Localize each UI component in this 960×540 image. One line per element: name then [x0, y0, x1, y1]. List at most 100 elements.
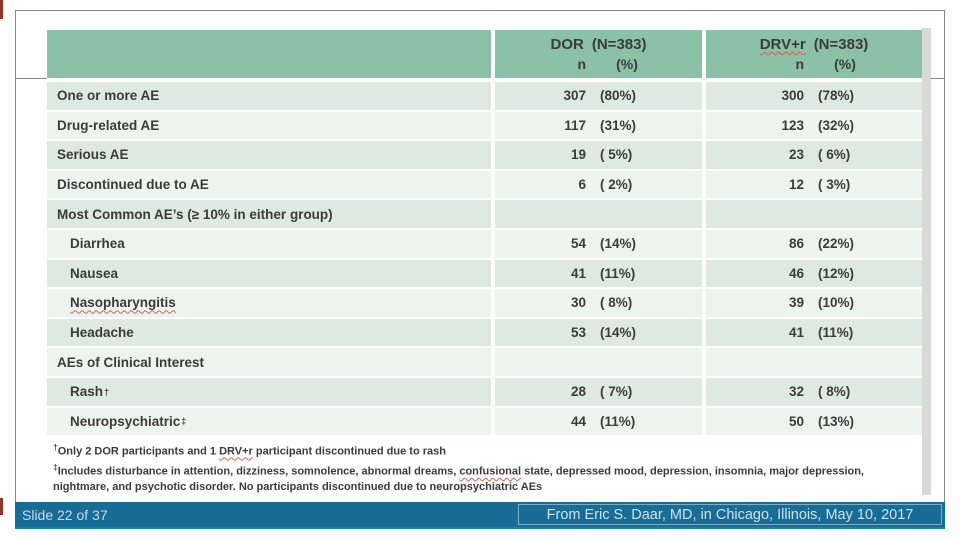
- dor-n-value: 53: [570, 325, 586, 341]
- dor-pct-value: (80%): [600, 88, 637, 104]
- slide-counter: Slide 22 of 37: [22, 506, 108, 523]
- dor-cell: 28 ( 7%): [491, 377, 702, 406]
- drv-cell: 123 (32%): [702, 111, 922, 140]
- row-label-text: One or more AE: [57, 88, 160, 104]
- table-row-nasopharyngitis: Nasopharyngitis 30 ( 8%) 39 (10%): [47, 289, 922, 319]
- dor-cell: 117 (31%): [491, 111, 702, 140]
- drv-cell: 41 (11%): [702, 318, 922, 347]
- dor-pct-value: (11%): [600, 265, 636, 281]
- dor-cell: 30 ( 8%): [491, 289, 702, 317]
- section-label: Most Common AE’s (≥ 10% in either group): [47, 200, 491, 228]
- drv-cell: 50 (13%): [702, 407, 922, 436]
- dor-n-count: (N=383): [591, 36, 647, 53]
- row-label-text: Nasopharyngitis: [70, 295, 176, 311]
- dor-cell: 19 ( 5%): [491, 141, 702, 169]
- row-label-text: Rash: [70, 384, 104, 400]
- header-drv-title: DRV+r (N=383): [706, 35, 922, 55]
- drv-cell: 86 (22%): [702, 229, 922, 258]
- drv-pct-value: (13%): [818, 413, 855, 429]
- header-dor-group: DOR (N=383) n (%): [491, 30, 702, 78]
- dor-n-value: 30: [570, 295, 586, 311]
- drv-cell: [702, 348, 922, 376]
- row-label: Discontinued due to AE: [47, 171, 491, 199]
- drv-n-value: 32: [788, 384, 804, 400]
- dagger-footnote-marker: †: [104, 386, 110, 397]
- row-label: Serious AE: [47, 141, 491, 169]
- header-dor-subrow: n (%): [495, 55, 702, 73]
- header-empty-cell: [47, 30, 491, 78]
- footnote-rash: †Only 2 DOR participants and 1 DRV+r par…: [53, 442, 446, 458]
- row-label: Nasopharyngitis: [47, 289, 491, 317]
- dor-pct-value: (14%): [600, 236, 637, 252]
- left-edge-artifact: [0, 0, 3, 19]
- table-row-diarrhea: Diarrhea 54 (14%) 86 (22%): [47, 229, 922, 260]
- dor-cell: 53 (14%): [491, 318, 702, 347]
- dor-pct-value: (11%): [600, 413, 636, 429]
- drv-pct-value: ( 3%): [818, 177, 851, 193]
- drv-cell: 46 (12%): [702, 259, 922, 288]
- drv-cell: 12 ( 3%): [702, 170, 922, 199]
- dor-n-value: 44: [570, 413, 586, 429]
- table-row-one-or-more-ae: One or more AE 307 (80%) 300 (78%): [47, 82, 922, 112]
- table-row-headache: Headache 53 (14%) 41 (11%): [47, 318, 922, 349]
- drv-pct-value: (78%): [818, 88, 855, 104]
- dor-pct-value: (14%): [600, 325, 637, 341]
- double-dagger-symbol: ‡: [53, 462, 58, 473]
- dor-n-value: 6: [578, 177, 586, 193]
- dor-cell: 307 (80%): [491, 82, 702, 110]
- drv-cell: 32 ( 8%): [702, 377, 922, 406]
- dagger-symbol: †: [53, 442, 58, 452]
- section-label: AEs of Clinical Interest: [47, 348, 491, 376]
- drv-sub-n: n: [795, 56, 804, 72]
- dor-n-value: 117: [564, 117, 586, 133]
- row-label: Rash †: [47, 378, 491, 406]
- drv-n-value: 123: [781, 117, 804, 133]
- drv-n-count: (N=383): [813, 36, 869, 53]
- drv-cell: 23 ( 6%): [702, 141, 922, 169]
- dor-pct-value: ( 7%): [600, 384, 633, 400]
- slide-frame: [15, 10, 945, 529]
- drv-n-value: 46: [788, 265, 804, 281]
- row-label-text: Discontinued due to AE: [57, 177, 209, 193]
- drv-cell: 300 (78%): [702, 82, 922, 110]
- row-label-text: Diarrhea: [70, 236, 125, 252]
- dor-n-value: 19: [570, 147, 586, 163]
- left-edge-artifact: [0, 498, 3, 515]
- dor-cell: 41 (11%): [491, 259, 702, 288]
- table-section-most-common-aes: Most Common AE’s (≥ 10% in either group): [47, 200, 922, 230]
- table-row-discontinued: Discontinued due to AE 6 ( 2%) 12 ( 3%): [47, 170, 922, 201]
- drv-pct-value: (22%): [818, 236, 855, 252]
- header-drv-subrow: n (%): [706, 55, 922, 73]
- row-label: Drug-related AE: [47, 112, 491, 140]
- drv-pct-value: (10%): [818, 295, 855, 311]
- dor-name: DOR: [550, 36, 584, 53]
- table-row-rash: Rash † 28 ( 7%) 32 ( 8%): [47, 377, 922, 408]
- dor-pct-value: (31%): [600, 117, 637, 133]
- dor-pct-value: ( 2%): [600, 177, 633, 193]
- drv-pct-value: (11%): [818, 325, 854, 341]
- section-label-text: AEs of Clinical Interest: [57, 354, 205, 370]
- row-label: One or more AE: [47, 82, 491, 110]
- drv-cell: [702, 200, 922, 228]
- row-label-text: Drug-related AE: [57, 117, 160, 133]
- dor-cell: [491, 348, 702, 376]
- attribution-text: From Eric S. Daar, MD, in Chicago, Illin…: [546, 506, 914, 523]
- dor-sub-pct: (%): [616, 56, 638, 72]
- footnotes: †Only 2 DOR participants and 1 DRV+r par…: [53, 440, 919, 496]
- drv-n-value: 23: [788, 147, 804, 163]
- row-label: Headache: [47, 319, 491, 347]
- drv-n-value: 300: [781, 88, 804, 104]
- row-label-text: Headache: [70, 325, 134, 341]
- drv-name: DRV+r: [759, 36, 806, 53]
- drv-n-value: 86: [788, 236, 804, 252]
- dor-cell: 44 (11%): [491, 407, 702, 436]
- dor-cell: 54 (14%): [491, 229, 702, 258]
- row-label: Neuropsychiatric ‡: [47, 408, 491, 436]
- dor-cell: [491, 200, 702, 228]
- dor-n-value: 28: [570, 384, 586, 400]
- drv-n-value: 39: [788, 295, 804, 311]
- table-section-aes-clinical-interest: AEs of Clinical Interest: [47, 348, 922, 378]
- drv-n-value: 41: [788, 325, 804, 341]
- dor-n-value: 54: [570, 236, 586, 252]
